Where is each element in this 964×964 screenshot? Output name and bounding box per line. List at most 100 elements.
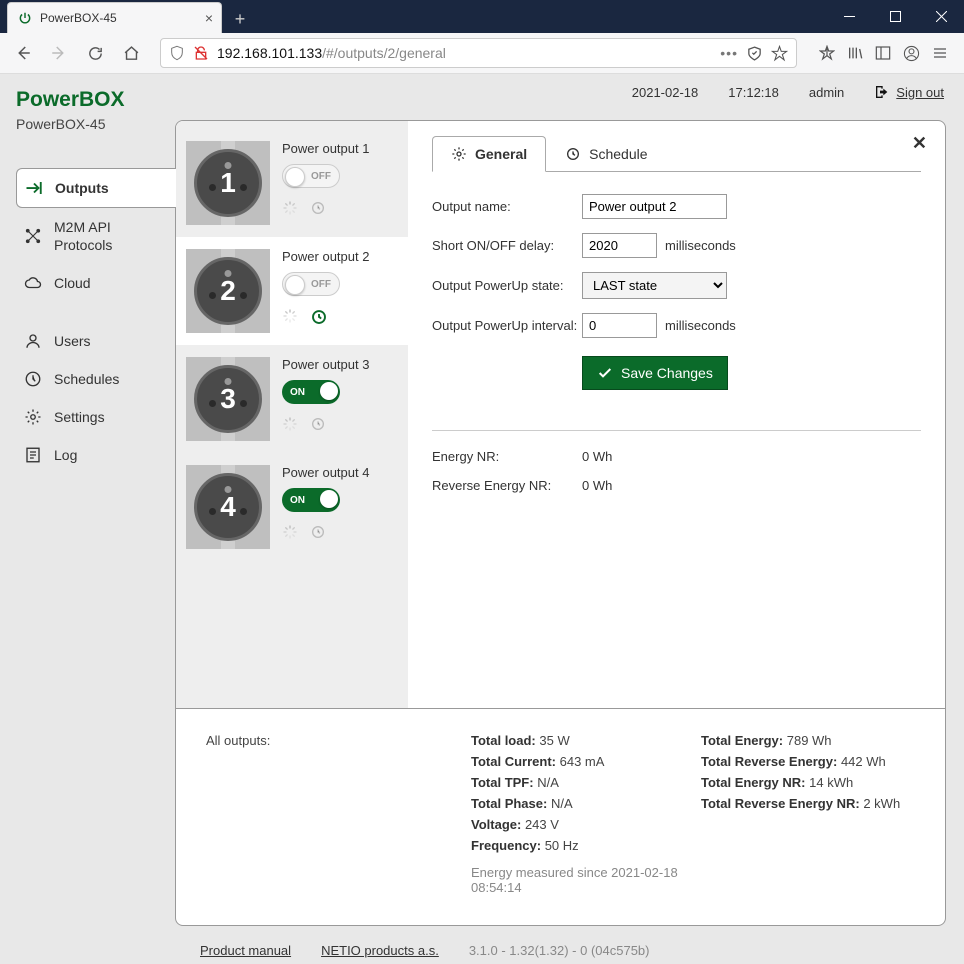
output-card-2[interactable]: 2 Power output 2 OFF [176, 237, 408, 345]
browser-navbar: 192.168.101.133/#/outputs/2/general ••• [0, 33, 964, 74]
insecure-icon[interactable] [193, 45, 209, 61]
nav-m2m[interactable]: M2M API Protocols [16, 208, 175, 264]
browser-tab[interactable]: PowerBOX-45 × [7, 2, 222, 33]
product-manual-link[interactable]: Product manual [200, 943, 291, 958]
clock-icon[interactable] [310, 308, 328, 326]
spinner-icon[interactable] [282, 524, 300, 542]
socket-icon: 1 [186, 141, 270, 225]
sidebar-icon[interactable] [875, 45, 891, 61]
output-card-1[interactable]: 1 Power output 1 OFF [176, 129, 408, 237]
nav-log[interactable]: Log [16, 436, 175, 474]
reader-icon[interactable] [746, 45, 763, 62]
nav-outputs[interactable]: Outputs [16, 168, 176, 208]
rev-energy-nr-label: Reverse Energy NR: [432, 478, 582, 493]
output-card-3[interactable]: 3 Power output 3 ON [176, 345, 408, 453]
socket-icon: 4 [186, 465, 270, 549]
header-date: 2021-02-18 [632, 85, 699, 100]
header-user: admin [809, 85, 844, 100]
cloud-icon [24, 274, 42, 292]
output-name: Power output 3 [282, 357, 369, 372]
tab-schedule[interactable]: Schedule [546, 136, 666, 172]
close-window-button[interactable] [918, 0, 964, 33]
signout-icon [874, 84, 890, 100]
tab-close-icon[interactable]: × [205, 10, 213, 26]
spinner-icon[interactable] [282, 416, 300, 434]
url-bar[interactable]: 192.168.101.133/#/outputs/2/general ••• [160, 38, 797, 68]
tab-title: PowerBOX-45 [40, 11, 117, 25]
page-header: 2021-02-18 17:12:18 admin Sign out [632, 84, 944, 100]
save-button[interactable]: Save Changes [582, 356, 728, 390]
company-link[interactable]: NETIO products a.s. [321, 943, 439, 958]
powerup-state-select[interactable]: LAST state [582, 272, 727, 299]
sidebar-nav: Outputs M2M API Protocols Cloud Users Sc… [16, 168, 175, 474]
output-name-label: Output name: [432, 199, 582, 214]
summary-title: All outputs: [206, 733, 270, 748]
clock-icon[interactable] [310, 200, 328, 218]
measured-since: Energy measured since 2021-02-18 08:54:1… [471, 865, 701, 895]
minimize-button[interactable] [826, 0, 872, 33]
socket-icon: 2 [186, 249, 270, 333]
output-toggle[interactable]: OFF [282, 164, 340, 188]
version-text: 3.1.0 - 1.32(1.32) - 0 (04c575b) [469, 943, 650, 958]
reload-button[interactable] [80, 38, 110, 68]
tab-general[interactable]: General [432, 136, 546, 172]
back-button[interactable] [8, 38, 38, 68]
maximize-button[interactable] [872, 0, 918, 33]
energy-nr-label: Energy NR: [432, 449, 582, 464]
home-button[interactable] [116, 38, 146, 68]
library-icon[interactable] [847, 45, 863, 61]
more-icon[interactable]: ••• [720, 45, 738, 61]
nav-schedules[interactable]: Schedules [16, 360, 175, 398]
forward-button[interactable] [44, 38, 74, 68]
powerup-interval-label: Output PowerUp interval: [432, 318, 582, 334]
powerup-interval-input[interactable] [582, 313, 657, 338]
shield-icon[interactable] [169, 45, 185, 61]
outputs-list: 1 Power output 1 OFF 2 Power output 2 [176, 121, 408, 708]
browser-titlebar: PowerBOX-45 × + [0, 0, 964, 33]
powerup-interval-unit: milliseconds [665, 318, 736, 333]
output-toggle[interactable]: ON [282, 488, 340, 512]
output-toggle[interactable]: ON [282, 380, 340, 404]
gear-icon [451, 146, 467, 162]
delay-unit: milliseconds [665, 238, 736, 253]
clock-icon[interactable] [310, 524, 328, 542]
spinner-icon[interactable] [282, 308, 300, 326]
account-icon[interactable] [903, 45, 920, 62]
clock-icon[interactable] [310, 416, 328, 434]
power-icon [18, 11, 32, 25]
output-name-input[interactable] [582, 194, 727, 219]
socket-icon: 3 [186, 357, 270, 441]
delay-input[interactable] [582, 233, 657, 258]
close-icon[interactable]: ✕ [912, 133, 927, 154]
nav-cloud[interactable]: Cloud [16, 264, 175, 302]
output-name: Power output 1 [282, 141, 369, 156]
m2m-icon [24, 227, 42, 245]
main-panel: 1 Power output 1 OFF 2 Power output 2 [175, 120, 946, 926]
summary-panel: All outputs: Total load: 35 W Total Curr… [176, 708, 945, 925]
spinner-icon[interactable] [282, 200, 300, 218]
powerup-state-label: Output PowerUp state: [432, 278, 582, 293]
nav-users[interactable]: Users [16, 322, 175, 360]
rev-energy-nr-value: 0 Wh [582, 478, 612, 493]
url-text: 192.168.101.133/#/outputs/2/general [217, 45, 712, 61]
outputs-icon [25, 179, 43, 197]
sign-out-link[interactable]: Sign out [874, 84, 944, 100]
delay-label: Short ON/OFF delay: [432, 238, 582, 253]
clock-icon [565, 146, 581, 162]
users-icon [24, 332, 42, 350]
page-footer: Product manual NETIO products a.s. 3.1.0… [0, 936, 964, 964]
output-name: Power output 2 [282, 249, 369, 264]
settings-icon [24, 408, 42, 426]
menu-icon[interactable] [932, 45, 948, 61]
device-name: PowerBOX-45 [16, 116, 175, 132]
output-detail: ✕ General Schedule Output name: [408, 121, 945, 708]
output-toggle[interactable]: OFF [282, 272, 340, 296]
new-tab-button[interactable]: + [226, 5, 254, 33]
pocket-icon[interactable] [819, 45, 835, 61]
nav-settings[interactable]: Settings [16, 398, 175, 436]
check-icon [597, 365, 613, 381]
bookmark-star-icon[interactable] [771, 45, 788, 62]
brand-name: PowerBOX [16, 88, 175, 112]
energy-nr-value: 0 Wh [582, 449, 612, 464]
output-card-4[interactable]: 4 Power output 4 ON [176, 453, 408, 561]
